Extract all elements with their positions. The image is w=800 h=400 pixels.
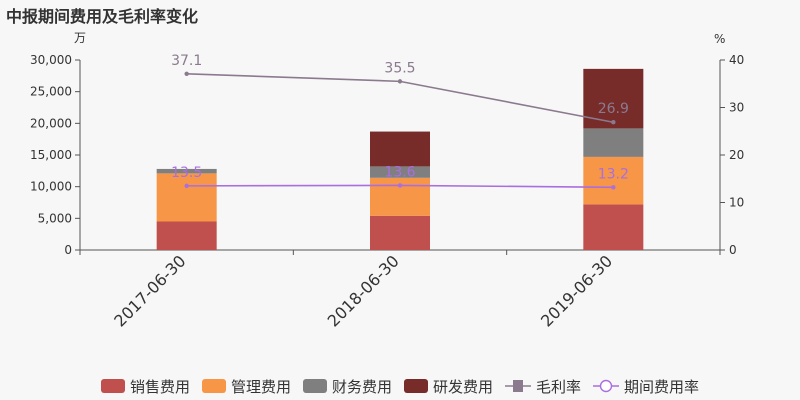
chart-title: 中报期间费用及毛利率变化 [6,7,199,26]
legend-label: 销售费用 [129,377,190,396]
left-axis-tick-label: 0 [64,243,72,257]
left-axis-tick-label: 25,000 [30,85,72,99]
bar-研发费用 [370,131,430,167]
data-label-毛利率: 26.9 [598,101,629,117]
point-期间费用率 [184,183,189,189]
bar-销售费用 [583,204,644,250]
legend-swatch [201,379,226,393]
legend-swatch [100,379,125,393]
point-毛利率 [397,79,403,84]
legend-item-财务费用[interactable]: 财务费用 [302,376,392,397]
data-label-期间费用率: 13.6 [384,164,415,180]
left-axis-tick-label: 30,000 [30,53,72,67]
legend-item-研发费用[interactable]: 研发费用 [404,376,493,397]
left-axis-tick-label: 20,000 [30,116,72,130]
bar-财务费用 [156,168,217,174]
left-axis-tick-label: 10,000 [30,180,72,194]
legend-label: 管理费用 [230,377,291,396]
data-label-期间费用率: 13.2 [598,166,629,182]
right-axis-tick-label: 0 [729,243,737,257]
right-axis-tick-label: 30 [729,101,744,115]
left-axis-unit: 万 [74,31,86,45]
x-axis-tick-label: 2017-06-30 [110,251,189,330]
legend-swatch [302,379,327,393]
right-axis-tick-label: 20 [729,148,744,162]
bar-财务费用 [583,128,644,157]
legend-label: 期间费用率 [624,377,700,396]
point-毛利率 [184,71,189,76]
data-label-毛利率: 35.5 [384,60,415,76]
legend-line-swatch [593,379,620,393]
legend-swatch [404,379,428,393]
legend: 销售费用 管理费用 财务费用 研发费用 毛利率 期间费用率 [0,373,800,399]
point-期间费用率 [397,183,403,188]
x-axis-tick-label: 2018-06-30 [324,251,403,330]
legend-item-期间费用率[interactable]: 期间费用率 [593,376,699,397]
legend-item-管理费用[interactable]: 管理费用 [201,376,291,397]
left-axis-tick-label: 5,000 [38,211,72,225]
left-axis-tick-label: 15,000 [30,148,72,162]
point-毛利率 [611,120,616,125]
point-期间费用率 [611,185,616,190]
x-axis-tick-label: 2019-06-30 [537,251,616,330]
legend-line-swatch [505,380,532,392]
right-axis-unit: % [714,32,725,46]
bar-销售费用 [156,221,217,250]
data-label-期间费用率: 13.5 [171,165,202,181]
legend-item-销售费用[interactable]: 销售费用 [100,376,190,397]
bar-销售费用 [370,215,430,250]
legend-label: 财务费用 [331,377,392,396]
legend-label: 研发费用 [433,377,494,396]
legend-label: 毛利率 [536,377,582,396]
bar-财务费用 [370,166,430,178]
bar-管理费用 [156,173,217,222]
data-label-毛利率: 37.1 [171,53,202,69]
bar-管理费用 [583,156,644,205]
right-axis-tick-label: 40 [729,53,744,67]
bar-研发费用 [583,68,644,129]
legend-item-毛利率[interactable]: 毛利率 [505,376,581,397]
right-axis-tick-label: 10 [729,196,744,210]
